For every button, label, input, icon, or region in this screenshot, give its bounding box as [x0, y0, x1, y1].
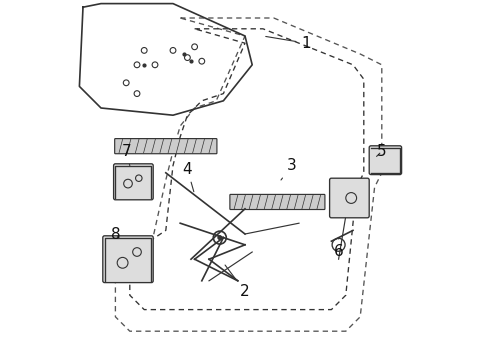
FancyBboxPatch shape [114, 164, 153, 200]
FancyBboxPatch shape [369, 146, 402, 175]
FancyBboxPatch shape [103, 236, 153, 283]
Text: 2: 2 [225, 265, 250, 299]
Text: 3: 3 [281, 158, 296, 180]
FancyBboxPatch shape [330, 178, 369, 218]
Circle shape [218, 236, 221, 239]
Text: 7: 7 [122, 144, 131, 166]
Text: 5: 5 [377, 144, 387, 159]
Text: 8: 8 [111, 226, 120, 242]
FancyBboxPatch shape [230, 194, 325, 210]
FancyBboxPatch shape [115, 139, 217, 154]
Text: 1: 1 [266, 36, 311, 51]
Text: 4: 4 [183, 162, 194, 192]
Text: 6: 6 [334, 238, 343, 260]
